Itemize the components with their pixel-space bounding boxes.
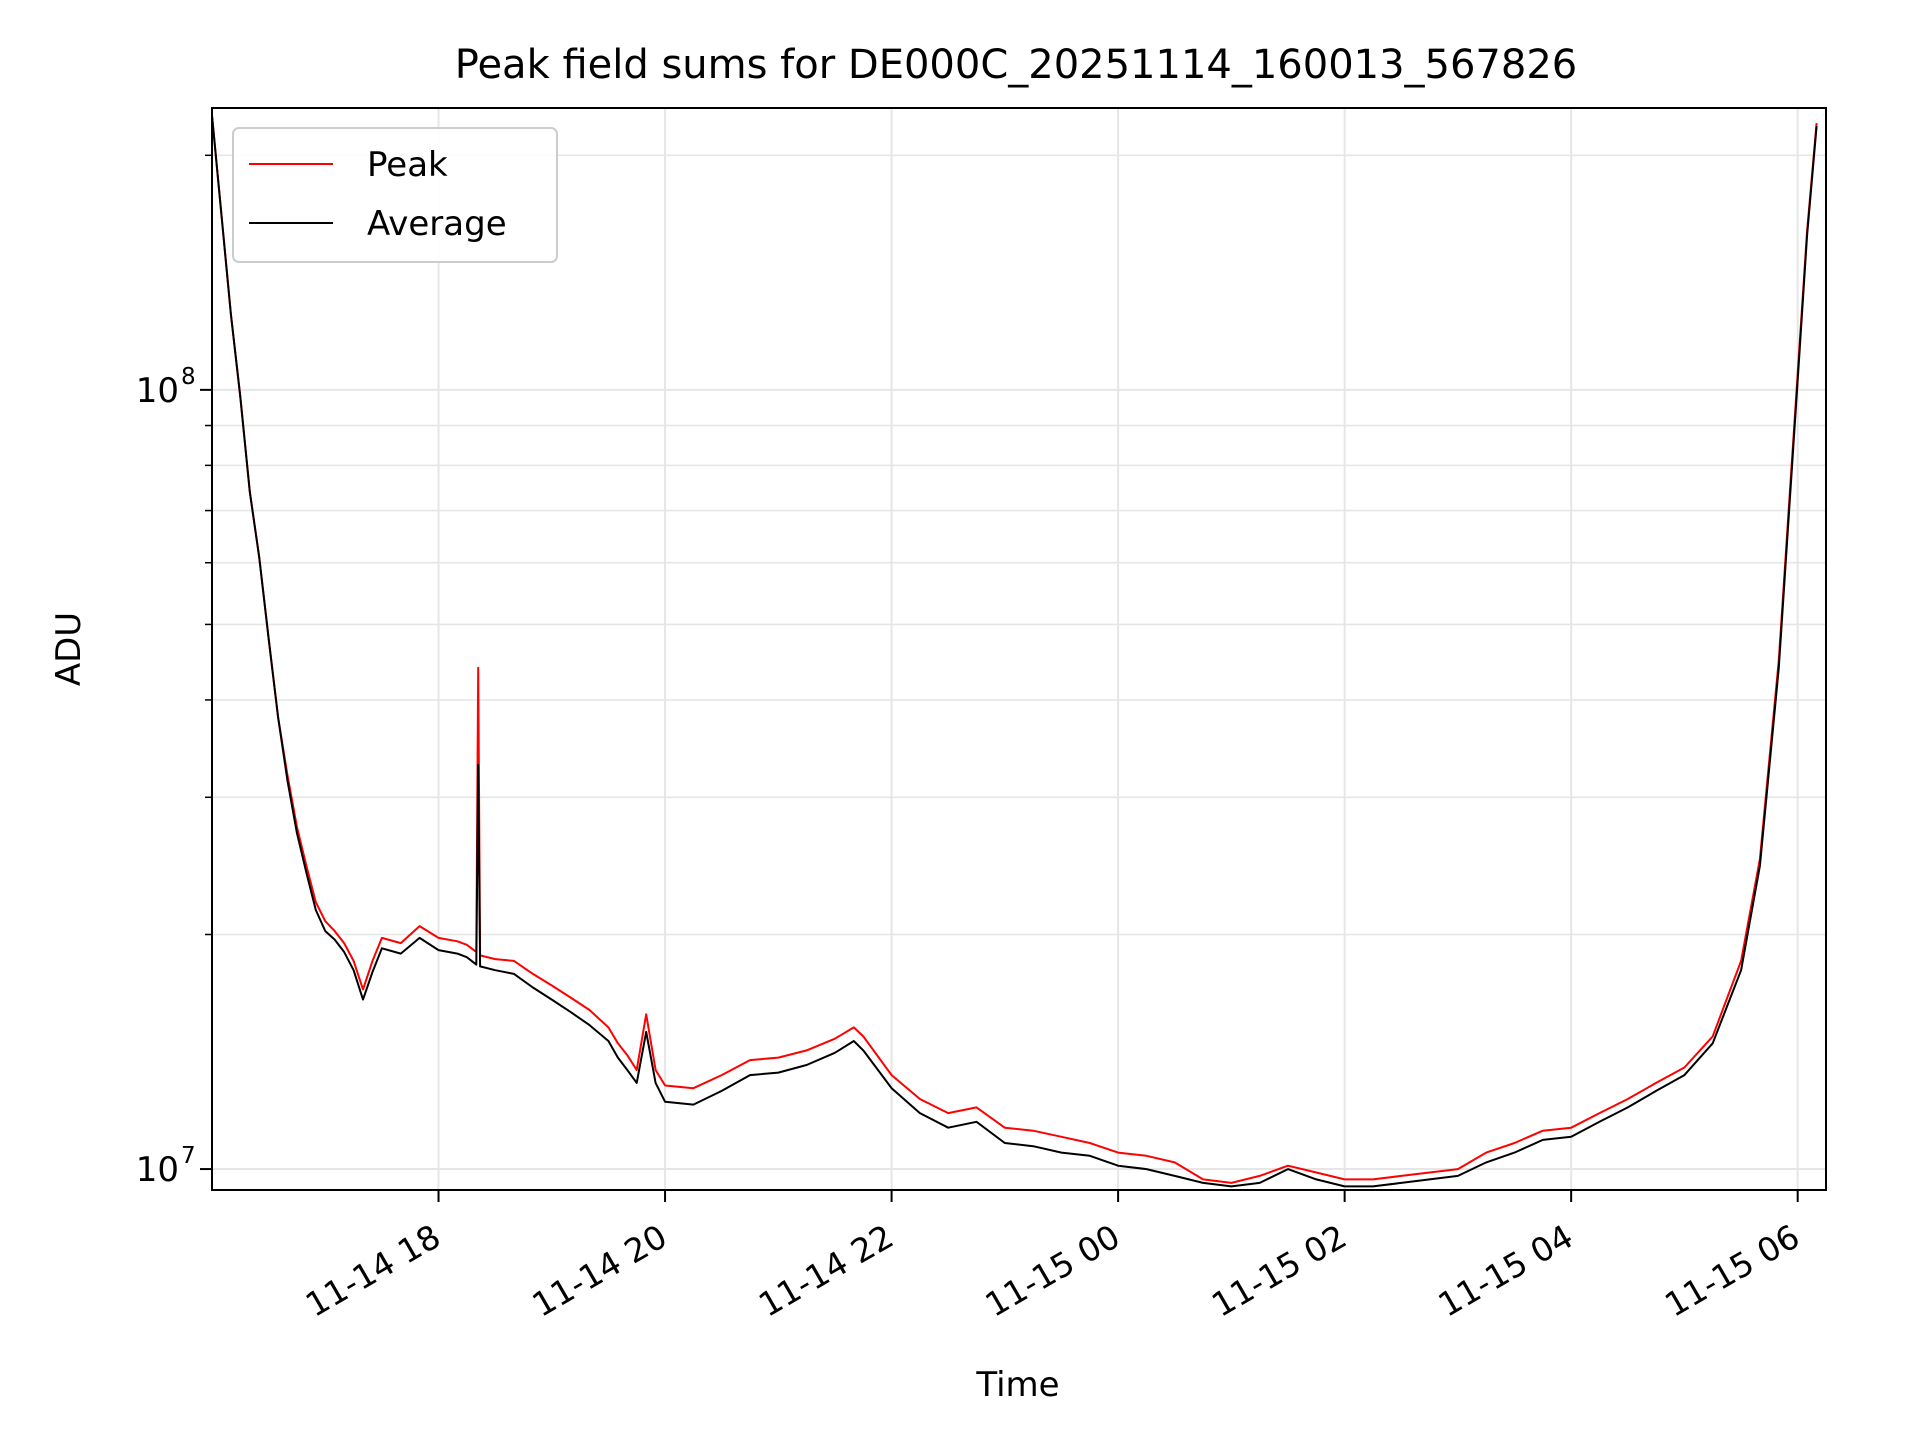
series-line-average — [211, 115, 1818, 1188]
chart-title: Peak field sums for DE000C_20251114_1600… — [455, 42, 1577, 88]
y-tick-label-exponent: 7 — [181, 1143, 196, 1169]
y-axis-label: ADU — [49, 612, 89, 686]
legend-label-peak: Peak — [367, 145, 448, 185]
legend-label-average: Average — [367, 204, 507, 244]
y-tick-label: 10 8 — [136, 364, 196, 411]
legend: Peak Average — [232, 127, 558, 263]
x-axis-label: Time — [975, 1365, 1059, 1405]
series-line-peak — [211, 115, 1818, 1184]
y-tick-label-base: 10 — [136, 1150, 179, 1190]
y-tick-label: 10 7 — [136, 1143, 196, 1190]
series-layer — [211, 115, 1818, 1188]
y-tick-label-base: 10 — [136, 371, 179, 411]
y-tick-label-exponent: 8 — [181, 364, 196, 390]
plot-frame — [211, 107, 1827, 1191]
legend-box — [232, 127, 558, 263]
grid — [212, 108, 1826, 1190]
